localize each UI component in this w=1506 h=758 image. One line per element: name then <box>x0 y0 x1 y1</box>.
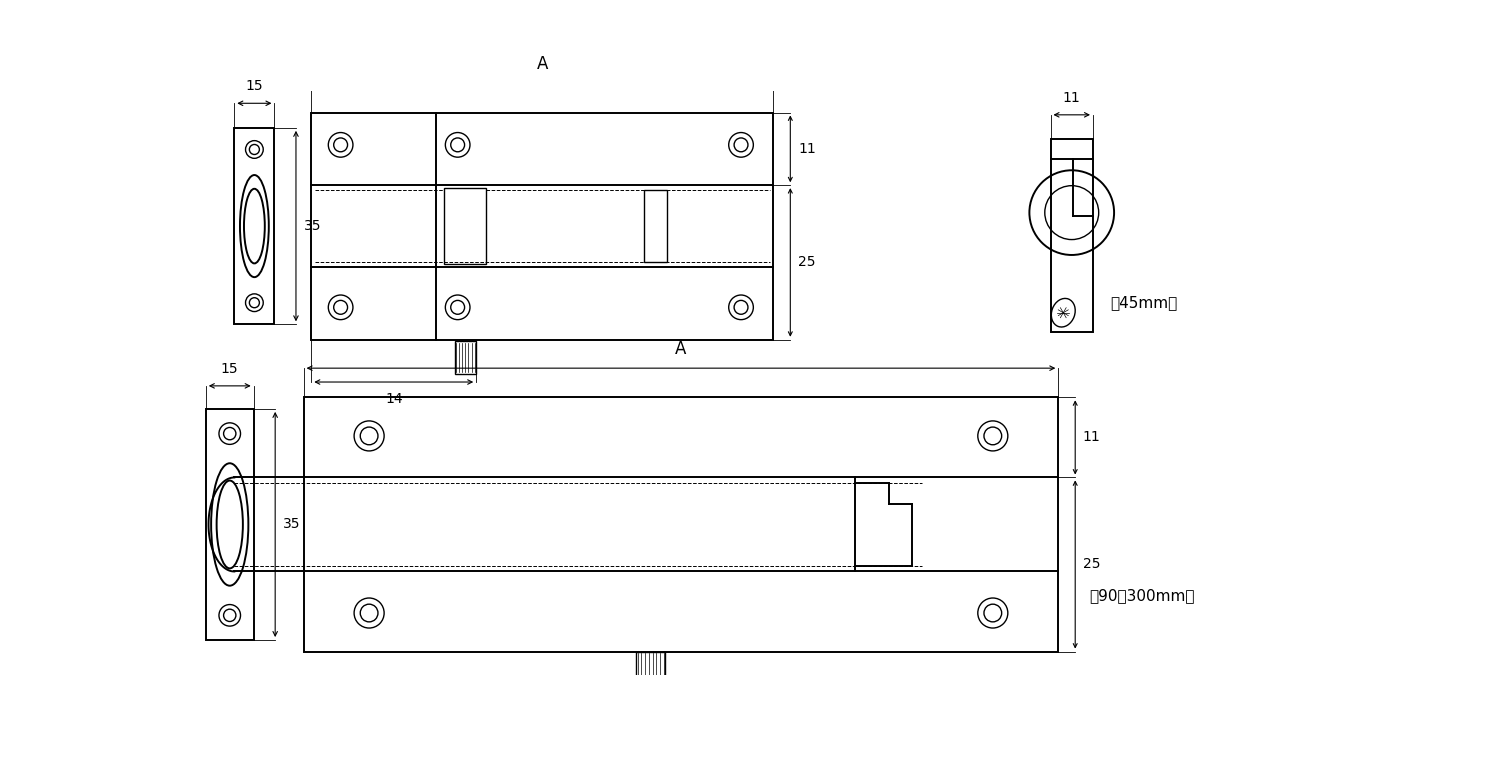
Text: A: A <box>675 340 687 358</box>
Text: 35: 35 <box>283 518 300 531</box>
Bar <box>444 188 486 264</box>
Bar <box>304 397 1059 652</box>
Text: 25: 25 <box>798 255 816 269</box>
Bar <box>645 190 667 262</box>
Text: （90〜300mm）: （90〜300mm） <box>1089 588 1194 603</box>
Bar <box>455 341 476 374</box>
Text: 25: 25 <box>1083 557 1101 572</box>
Text: 11: 11 <box>798 142 816 156</box>
Text: 11: 11 <box>1063 91 1081 105</box>
Bar <box>312 112 774 340</box>
Bar <box>235 128 274 324</box>
Text: 15: 15 <box>245 80 264 93</box>
Bar <box>206 409 253 640</box>
Text: （45mm）: （45mm） <box>1110 295 1178 310</box>
Bar <box>636 652 666 694</box>
Text: 11: 11 <box>1083 431 1101 444</box>
Bar <box>1051 139 1093 332</box>
Text: A: A <box>536 55 548 74</box>
Text: 15: 15 <box>221 362 238 376</box>
Text: 14: 14 <box>386 392 402 406</box>
Text: 35: 35 <box>304 219 321 233</box>
